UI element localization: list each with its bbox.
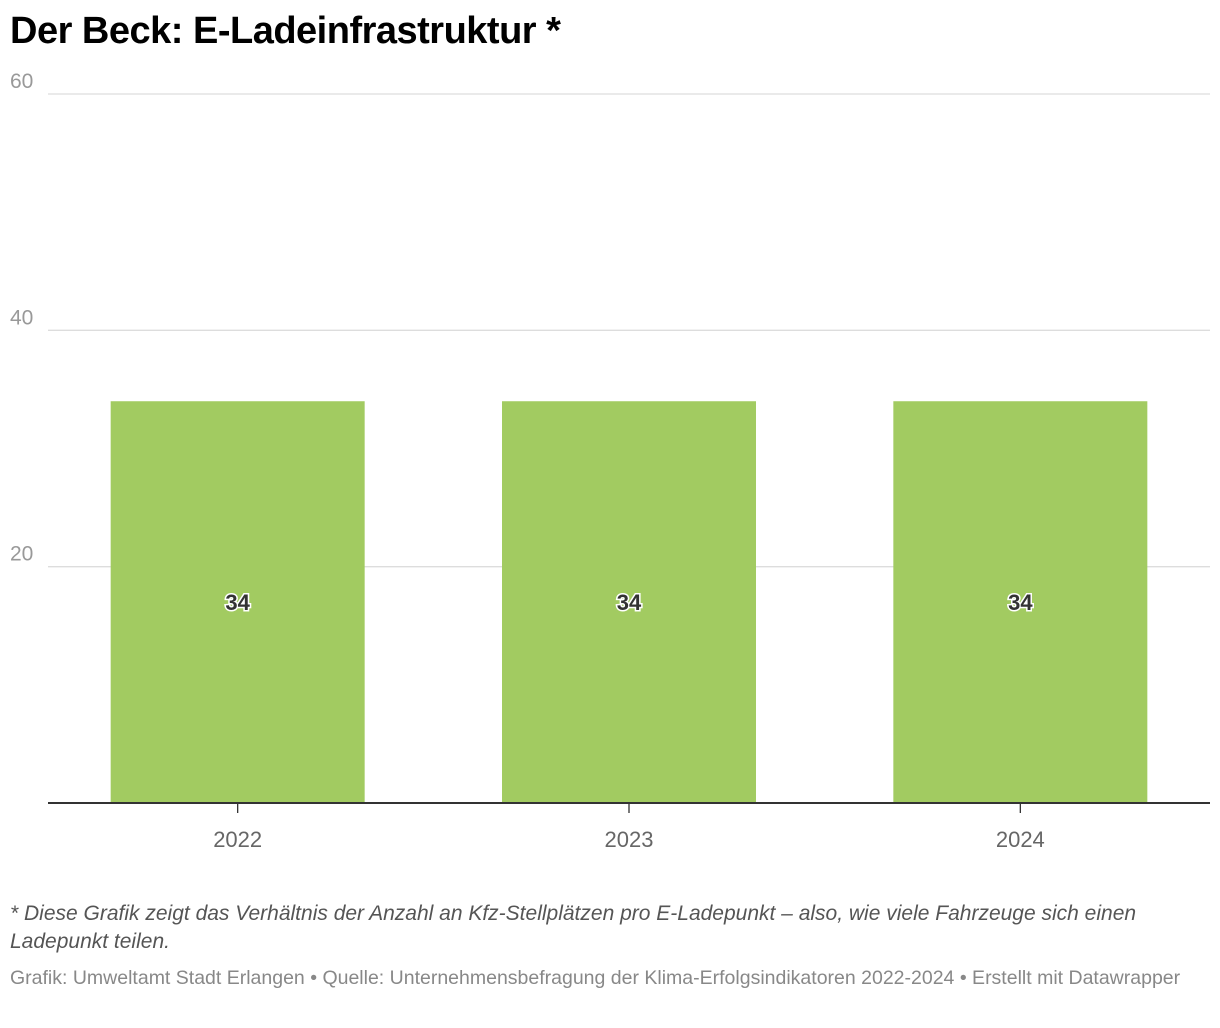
bar-chart: 20 40 60 34 34 34 2022 2023 2024 (10, 70, 1210, 852)
bar-value-label: 34 (617, 590, 642, 615)
chart-title: Der Beck: E-Ladeinfrastruktur * (10, 10, 561, 52)
x-tick-label: 2022 (213, 827, 262, 852)
x-tick-label: 2023 (605, 827, 654, 852)
bar-value-label: 34 (225, 590, 250, 615)
x-tick-label: 2024 (996, 827, 1045, 852)
chart-footer: Grafik: Umweltamt Stadt Erlangen • Quell… (10, 967, 1181, 989)
chart-note: * Diese Grafik zeigt das Verhältnis der … (10, 902, 1137, 953)
bar (893, 401, 1148, 803)
bar (502, 401, 756, 803)
bar-layer: 34 34 34 (110, 401, 1148, 803)
axis-layer: 2022 2023 2024 (48, 802, 1210, 852)
y-tick-label: 20 (10, 543, 33, 566)
bar-value-label: 34 (1008, 590, 1033, 615)
y-tick-label: 60 (10, 70, 33, 93)
y-tick-label: 40 (10, 306, 33, 329)
bar (110, 401, 365, 803)
